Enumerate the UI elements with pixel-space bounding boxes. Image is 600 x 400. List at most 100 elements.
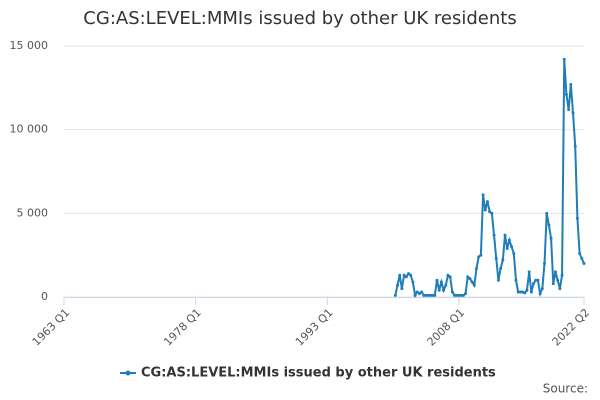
- point: [435, 278, 439, 282]
- point: [400, 287, 404, 291]
- point: [547, 223, 551, 227]
- point: [510, 245, 514, 249]
- point: [420, 290, 424, 294]
- point: [575, 216, 579, 220]
- point: [437, 288, 441, 292]
- point: [523, 291, 527, 295]
- point: [582, 262, 586, 266]
- x-tick-label: 1978 Q1: [161, 306, 204, 349]
- point: [411, 280, 415, 284]
- point: [578, 251, 582, 255]
- legend-label: CG:AS:LEVEL:MMIs issued by other UK resi…: [141, 366, 496, 381]
- point: [569, 82, 573, 86]
- point: [472, 283, 476, 287]
- y-tick-label: 0: [41, 290, 48, 303]
- point: [580, 257, 584, 261]
- point: [439, 280, 443, 284]
- point: [444, 283, 448, 287]
- point: [496, 278, 500, 282]
- source: Source:: [543, 382, 588, 396]
- point: [492, 233, 496, 237]
- x-tick-label: 2022 Q2: [550, 306, 593, 349]
- series-line: [394, 59, 585, 299]
- point: [417, 292, 421, 296]
- point: [488, 210, 492, 214]
- point: [532, 282, 536, 286]
- point: [514, 278, 518, 282]
- point: [507, 238, 511, 242]
- point: [518, 290, 522, 294]
- point: [466, 275, 470, 279]
- point: [428, 293, 432, 297]
- point: [499, 267, 503, 271]
- point: [446, 273, 450, 277]
- point: [404, 275, 408, 279]
- point: [457, 293, 461, 297]
- point: [529, 290, 533, 294]
- point: [512, 251, 516, 255]
- chart-title: CG:AS:LEVEL:MMIs issued by other UK resi…: [83, 8, 516, 29]
- point: [525, 288, 529, 292]
- point: [477, 255, 481, 259]
- point: [564, 93, 568, 97]
- point: [560, 273, 564, 277]
- point: [540, 287, 544, 291]
- point: [501, 258, 505, 262]
- point: [573, 144, 577, 148]
- point: [424, 293, 428, 297]
- point: [468, 277, 472, 281]
- point: [474, 267, 478, 271]
- point: [455, 293, 459, 297]
- x-tick-label: 2008 Q1: [425, 306, 468, 349]
- point: [551, 282, 555, 286]
- y-tick-label: 10 000: [10, 123, 49, 136]
- point: [553, 270, 557, 274]
- point: [396, 283, 400, 287]
- point: [505, 246, 509, 250]
- point: [470, 280, 474, 284]
- point: [409, 273, 413, 277]
- point: [415, 290, 419, 294]
- legend-marker: [125, 370, 131, 376]
- point: [464, 292, 468, 296]
- point: [406, 272, 410, 276]
- point: [461, 293, 465, 297]
- point: [448, 275, 452, 279]
- point: [571, 111, 575, 115]
- point: [442, 288, 446, 292]
- x-tick-label: 1993 Q1: [293, 306, 336, 349]
- point: [422, 293, 426, 297]
- point: [516, 290, 520, 294]
- y-tick-label: 15 000: [10, 39, 49, 52]
- point: [538, 292, 542, 296]
- point: [536, 278, 540, 282]
- point: [567, 108, 571, 112]
- point: [503, 233, 507, 237]
- point: [490, 211, 494, 215]
- x-tick-label: 1963 Q1: [30, 306, 73, 349]
- point: [558, 287, 562, 291]
- point: [483, 208, 487, 212]
- point: [402, 273, 406, 277]
- point: [398, 273, 402, 277]
- point: [543, 262, 547, 266]
- point: [459, 293, 463, 297]
- point: [562, 57, 566, 61]
- point: [431, 293, 435, 297]
- point: [527, 270, 531, 274]
- point: [549, 236, 553, 240]
- point: [479, 253, 483, 257]
- point: [433, 293, 437, 297]
- point: [393, 293, 397, 297]
- point: [494, 257, 498, 261]
- point: [413, 293, 417, 297]
- point: [556, 278, 560, 282]
- y-tick-label: 5 000: [17, 206, 49, 219]
- point: [426, 293, 430, 297]
- point: [481, 193, 485, 197]
- point: [485, 200, 489, 204]
- point: [545, 211, 549, 215]
- point: [534, 278, 538, 282]
- point: [453, 293, 457, 297]
